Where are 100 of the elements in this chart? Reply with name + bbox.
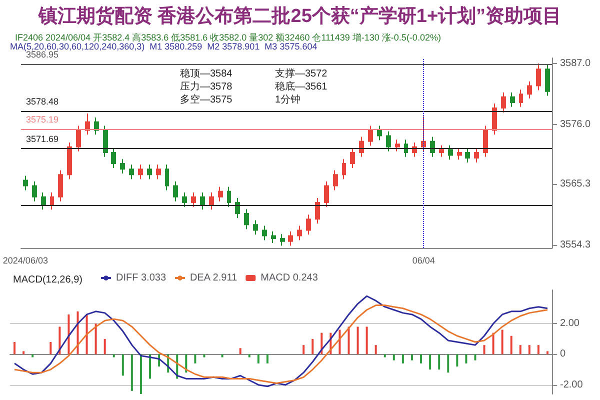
y-tick-label: 3565.3 — [560, 178, 592, 190]
chart-title: MACD(12,26,9) — [13, 274, 82, 286]
chart-subtitle: IF2406 2024/06/04 开3582.4 高3583.6 低3581.6 收3582.0 量302 额32460 仓111439 增-130 涨-0.5(-0.02%) — [15, 32, 441, 42]
candlestick — [501, 92, 506, 113]
candlestick — [200, 192, 205, 210]
candlestick — [368, 125, 373, 146]
bar — [194, 354, 196, 364]
candlestick — [103, 125, 108, 158]
ref-line-label: 3571.69 — [26, 134, 59, 144]
candlestick — [85, 113, 90, 136]
candlestick — [350, 148, 355, 168]
bar — [519, 345, 522, 354]
bar — [149, 354, 152, 379]
candlestick — [173, 180, 178, 202]
candlestick — [209, 192, 214, 210]
bar — [94, 324, 97, 354]
candlestick — [306, 214, 311, 236]
candlestick — [253, 220, 258, 236]
y-tick-label: 2.00 — [560, 318, 580, 330]
candlestick — [465, 148, 470, 163]
bar — [384, 354, 386, 358]
candlestick — [333, 170, 338, 191]
bar — [239, 348, 242, 354]
bar — [456, 354, 458, 366]
bar — [410, 354, 413, 360]
annotation: 1分钟 — [275, 94, 301, 106]
bar — [546, 351, 548, 354]
bar — [130, 354, 133, 391]
bar — [302, 345, 305, 354]
candlestick — [421, 116, 426, 152]
candlestick — [448, 144, 453, 160]
x-tick-label: 06/04 — [412, 256, 435, 266]
candlestick — [235, 198, 240, 218]
candlestick — [545, 64, 550, 96]
bar — [366, 326, 368, 354]
annotation: 稳底—3561 — [275, 80, 328, 92]
candlestick — [147, 164, 152, 180]
candlestick — [527, 80, 532, 100]
candlestick — [111, 148, 116, 168]
candlestick — [227, 186, 231, 208]
bar — [14, 342, 16, 354]
bar — [483, 345, 486, 354]
candlestick — [41, 192, 46, 210]
bar — [429, 354, 432, 370]
bar — [537, 345, 540, 354]
bar — [528, 345, 530, 354]
bar — [104, 338, 106, 354]
bar — [32, 354, 34, 358]
bar — [122, 354, 124, 376]
bar — [266, 354, 268, 364]
bar — [356, 326, 359, 354]
candlestick — [297, 225, 302, 241]
candlestick — [23, 175, 28, 191]
bar — [68, 314, 70, 354]
bar — [112, 354, 115, 358]
candlestick — [536, 63, 541, 91]
bar — [140, 354, 142, 394]
annotation: 压力—3578 — [180, 80, 233, 92]
y-tick-label: 3587.0 — [560, 58, 592, 70]
bar — [447, 354, 450, 373]
y-tick-label: -2.00 — [560, 379, 584, 390]
candlestick — [474, 148, 479, 163]
bar — [203, 354, 206, 358]
candlestick — [324, 180, 329, 208]
candlestick — [138, 164, 143, 180]
candlestick — [32, 180, 37, 202]
candlestick — [359, 136, 364, 158]
candlestick — [120, 158, 125, 174]
bar — [221, 354, 224, 358]
ref-line-label: 3578.48 — [26, 96, 59, 106]
candlestick — [50, 192, 54, 210]
candlestick — [395, 139, 400, 152]
bar — [257, 354, 260, 364]
candlestick — [182, 192, 187, 208]
annotation: 稳顶—3584 — [180, 68, 233, 80]
bar — [312, 338, 314, 354]
bar — [492, 332, 494, 354]
bar — [474, 354, 476, 360]
bar — [248, 354, 250, 358]
candlestick — [288, 230, 293, 246]
candlestick — [58, 170, 63, 202]
candlestick — [315, 198, 320, 224]
candlestick — [129, 164, 134, 180]
candlestick — [404, 139, 408, 158]
candlestick — [191, 192, 196, 208]
candlestick — [76, 125, 81, 152]
legend-label: DEA 2.911 — [190, 272, 238, 284]
candlestick — [510, 92, 515, 108]
candlestick — [439, 144, 444, 158]
candlestick — [519, 89, 523, 108]
candlestick — [377, 125, 382, 141]
bar — [510, 336, 512, 354]
bar — [185, 354, 188, 373]
bar — [420, 354, 422, 364]
legend-label: MACD 0.243 — [260, 272, 318, 284]
bar — [402, 354, 404, 364]
candlestick — [156, 164, 161, 180]
candlestick — [342, 158, 346, 180]
text: MA(5,20,60,30,60,120,240,360,3) M1 3580.259 M2 3578.901 M3 3575.604 — [10, 42, 318, 52]
candlestick — [165, 164, 169, 191]
